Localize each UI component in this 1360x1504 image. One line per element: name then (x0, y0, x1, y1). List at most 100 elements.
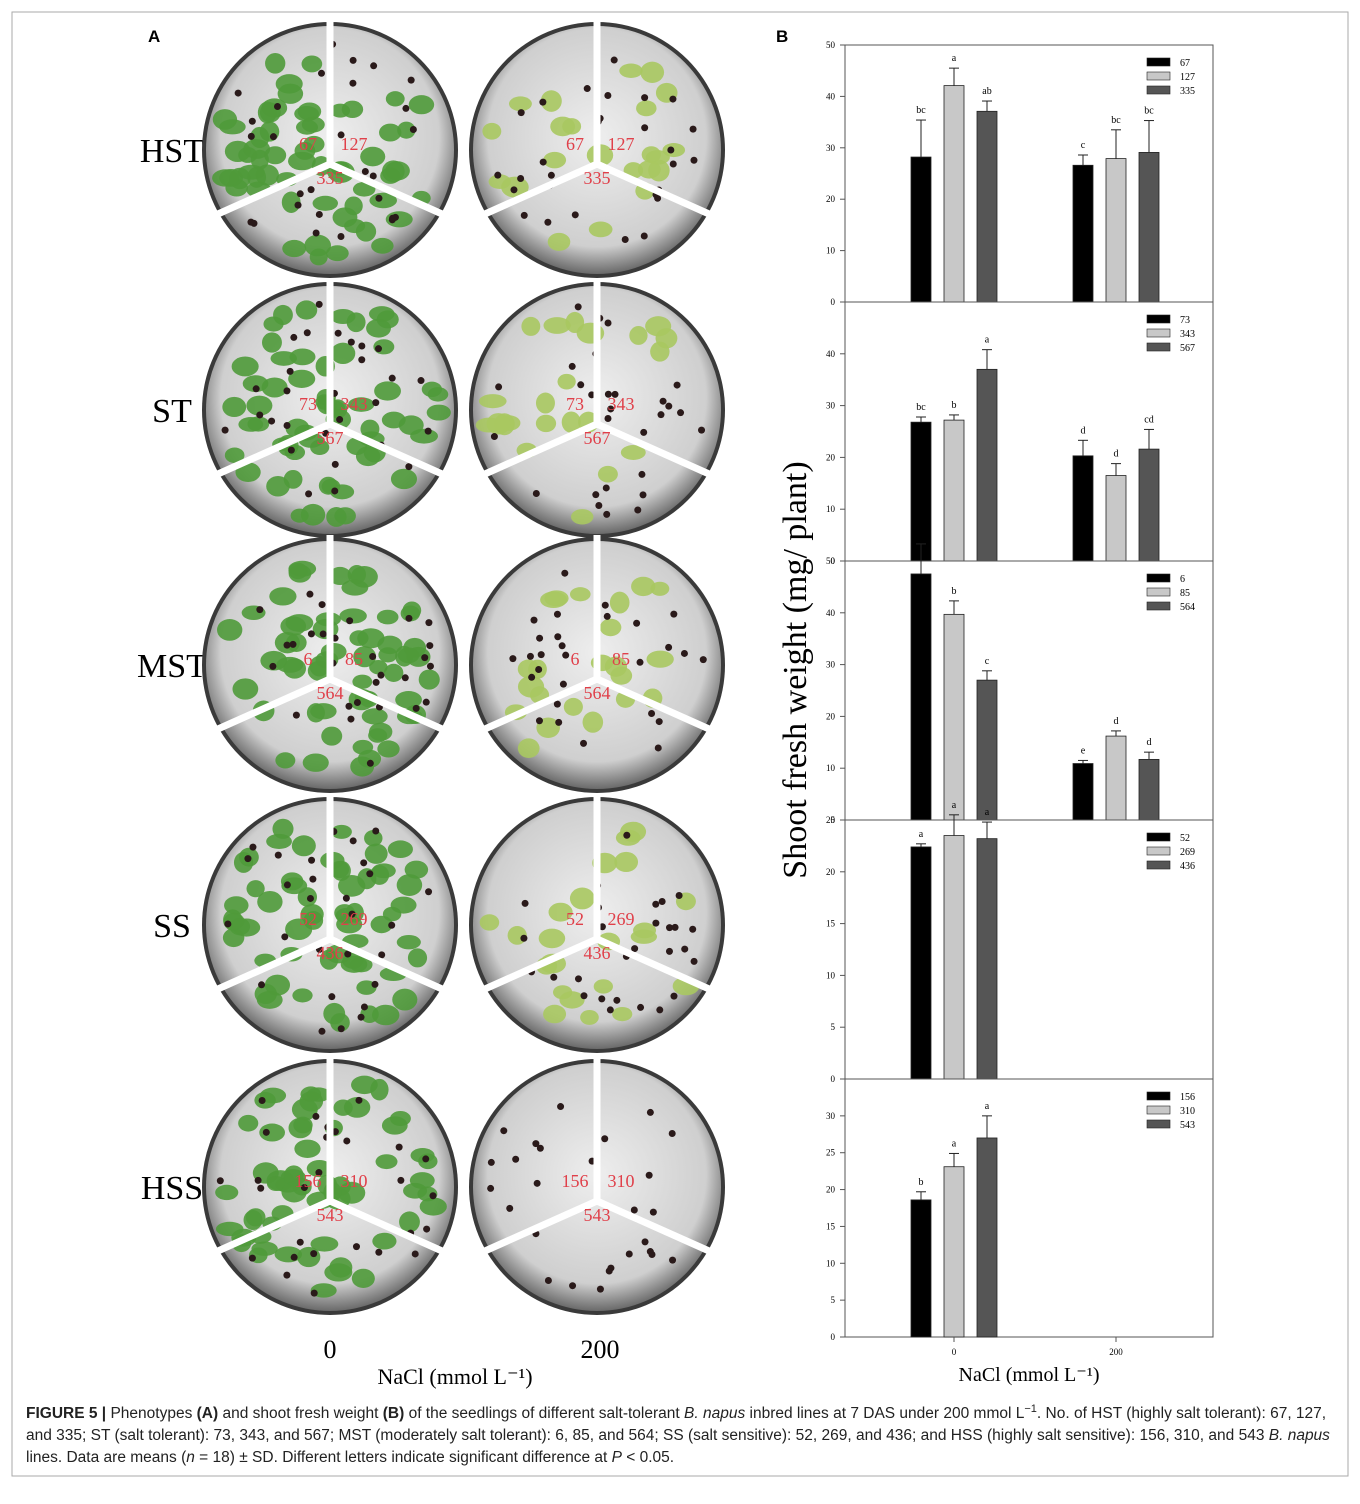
seed (491, 433, 498, 440)
seed (291, 1254, 298, 1261)
seedling (232, 678, 258, 699)
y-tick-label: 20 (826, 867, 836, 877)
seed (347, 716, 354, 723)
figure-canvas: A B 0 200 NaCl (mmol L⁻¹) Shoot fresh we… (0, 0, 1360, 1504)
y-tick-label: 50 (826, 556, 836, 566)
seedling (544, 590, 568, 606)
seed (337, 233, 344, 240)
y-tick-label: 10 (826, 246, 836, 256)
seed (604, 415, 611, 422)
seed (545, 1277, 552, 1284)
seed (637, 1004, 644, 1011)
seed (650, 1209, 657, 1216)
seed (595, 502, 602, 509)
seed (421, 654, 428, 661)
seed (354, 699, 361, 706)
y-tick-label: 25 (826, 815, 836, 825)
seedling (619, 64, 642, 78)
legend-label: 343 (1180, 329, 1195, 340)
seed (554, 701, 561, 708)
y-tick-label: 0 (831, 297, 836, 307)
bar (1106, 476, 1126, 561)
legend-swatch (1147, 574, 1170, 582)
seed (602, 602, 609, 609)
seedling (262, 332, 282, 352)
seed (388, 922, 395, 929)
legend-label: 567 (1180, 343, 1195, 354)
seed (555, 719, 562, 726)
significance-letter: c (985, 656, 990, 667)
seed (274, 103, 281, 110)
seed (362, 168, 369, 175)
seedling (323, 1003, 345, 1024)
seed (691, 958, 698, 965)
seedling (344, 196, 362, 215)
seed (510, 186, 517, 193)
seedling (377, 740, 399, 757)
seedling (223, 928, 244, 947)
seedling (645, 316, 671, 336)
seed (666, 924, 673, 931)
seed (690, 157, 697, 164)
seedling (264, 146, 286, 164)
seed (295, 202, 302, 209)
seedling (391, 469, 417, 489)
seedling (353, 740, 374, 755)
significance-letter: bc (1111, 115, 1121, 126)
seedling (382, 160, 405, 182)
legend-swatch (1147, 1106, 1170, 1114)
seedling (647, 651, 674, 668)
y-tick-label: 50 (826, 40, 836, 50)
seedling (285, 614, 313, 632)
seed (584, 85, 591, 92)
seed (305, 490, 312, 497)
y-tick-label: 20 (826, 194, 836, 204)
seed (361, 1003, 368, 1010)
seedling (409, 95, 434, 114)
caption-text: −1 (1024, 1403, 1037, 1415)
y-tick-label: 15 (826, 1221, 836, 1231)
seedling (331, 309, 356, 324)
y-tick-label: 5 (831, 1022, 836, 1032)
seedling (282, 240, 306, 257)
seedling (598, 466, 618, 483)
panel-label: A (148, 27, 160, 46)
plate-number: 67 (299, 134, 317, 154)
seed (372, 828, 379, 835)
seed (548, 172, 555, 179)
plate-number: 335 (317, 168, 344, 188)
seed (283, 387, 290, 394)
y-tick-label: 30 (826, 143, 836, 153)
seedling (411, 1148, 435, 1163)
seed (297, 1239, 304, 1246)
seedling (650, 342, 669, 362)
seed (343, 895, 350, 902)
seed (561, 570, 568, 577)
y-tick-label: 20 (826, 1185, 836, 1195)
legend-swatch (1147, 847, 1170, 855)
seed (311, 1290, 318, 1297)
seed (375, 1249, 382, 1256)
row-label: ST (152, 393, 192, 430)
seedling (365, 844, 388, 864)
caption-text: (A) (197, 1405, 219, 1422)
seed (350, 837, 357, 844)
seedling (427, 405, 451, 421)
seed (512, 1156, 519, 1163)
seed (535, 666, 542, 673)
seed (426, 642, 433, 649)
seedling (212, 169, 239, 186)
seed (667, 147, 674, 154)
seedling (290, 348, 316, 365)
significance-letter: a (985, 807, 990, 818)
seed (626, 1251, 633, 1258)
caption-text: (B) (383, 1405, 405, 1422)
seedling (580, 1010, 599, 1025)
seed (284, 422, 291, 429)
seedling (642, 146, 661, 163)
bar (977, 680, 997, 820)
seed (550, 974, 557, 981)
seed (375, 195, 382, 202)
seedling (215, 1185, 238, 1200)
seed (520, 935, 527, 942)
